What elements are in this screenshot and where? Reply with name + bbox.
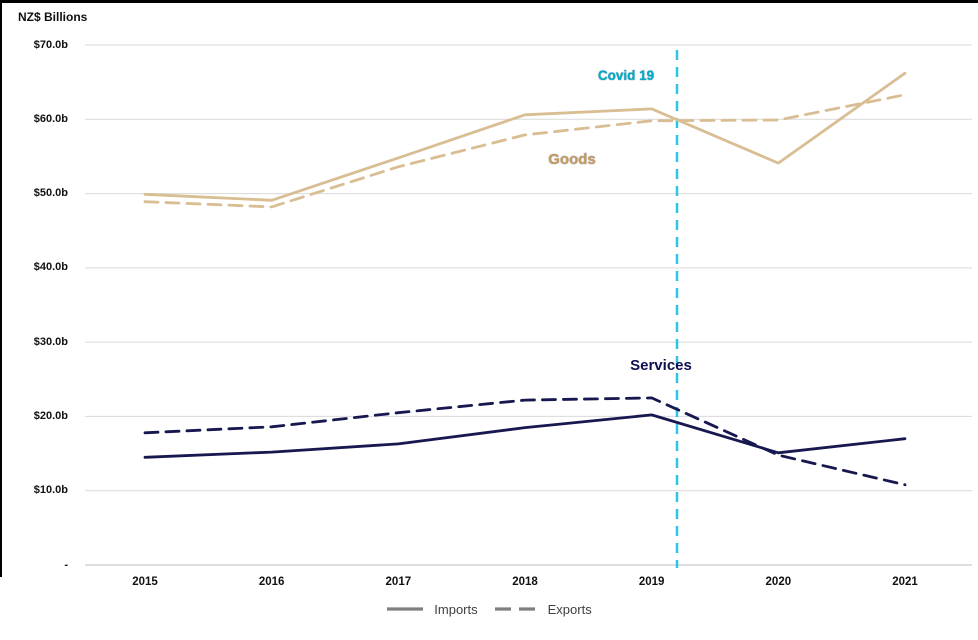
top-border	[0, 0, 978, 3]
goods-series-label: Goods	[548, 151, 596, 168]
services-imports-line	[143, 413, 907, 459]
x-axis-tick-label: 2020	[765, 576, 792, 588]
y-axis-tick-label: $20.0b	[33, 409, 68, 422]
imports-solid-line-swatch	[387, 607, 424, 611]
legend-item-exports: Exports	[494, 602, 592, 617]
covid19-annotation-label: Covid 19	[597, 68, 655, 83]
x-axis-tick-label: 2021	[892, 576, 918, 588]
y-axis-tick-label: -	[64, 558, 68, 571]
legend-label-exports: Exports	[547, 601, 592, 617]
legend: Imports Exports	[0, 598, 978, 620]
services-exports-line	[143, 396, 907, 487]
x-axis-tick-label: 2019	[638, 576, 665, 588]
y-axis-tick-label: $70.0b	[33, 38, 68, 51]
goods-exports-line	[143, 93, 907, 209]
services-series-label: Services	[630, 357, 692, 374]
axis-units-title: NZ$ Billions	[18, 10, 88, 24]
legend-label-imports: Imports	[434, 601, 478, 617]
legend-item-imports: Imports	[386, 601, 478, 617]
exports-dashed-line-swatch	[494, 607, 537, 611]
left-border	[0, 0, 2, 577]
x-axis-tick-label: 2017	[385, 576, 412, 588]
x-axis-tick-label: 2018	[512, 576, 538, 588]
y-axis-tick-label: $10.0b	[33, 484, 68, 497]
y-axis-tick-label: $40.0b	[33, 261, 68, 274]
y-axis-tick-label: $50.0b	[33, 187, 68, 200]
y-axis-tick-label: $30.0b	[33, 335, 68, 348]
goods-imports-line	[143, 71, 907, 202]
x-axis-tick-label: 2015	[132, 576, 158, 588]
x-axis-tick-label: 2016	[258, 576, 285, 588]
y-axis-tick-label: $60.0b	[33, 112, 68, 125]
